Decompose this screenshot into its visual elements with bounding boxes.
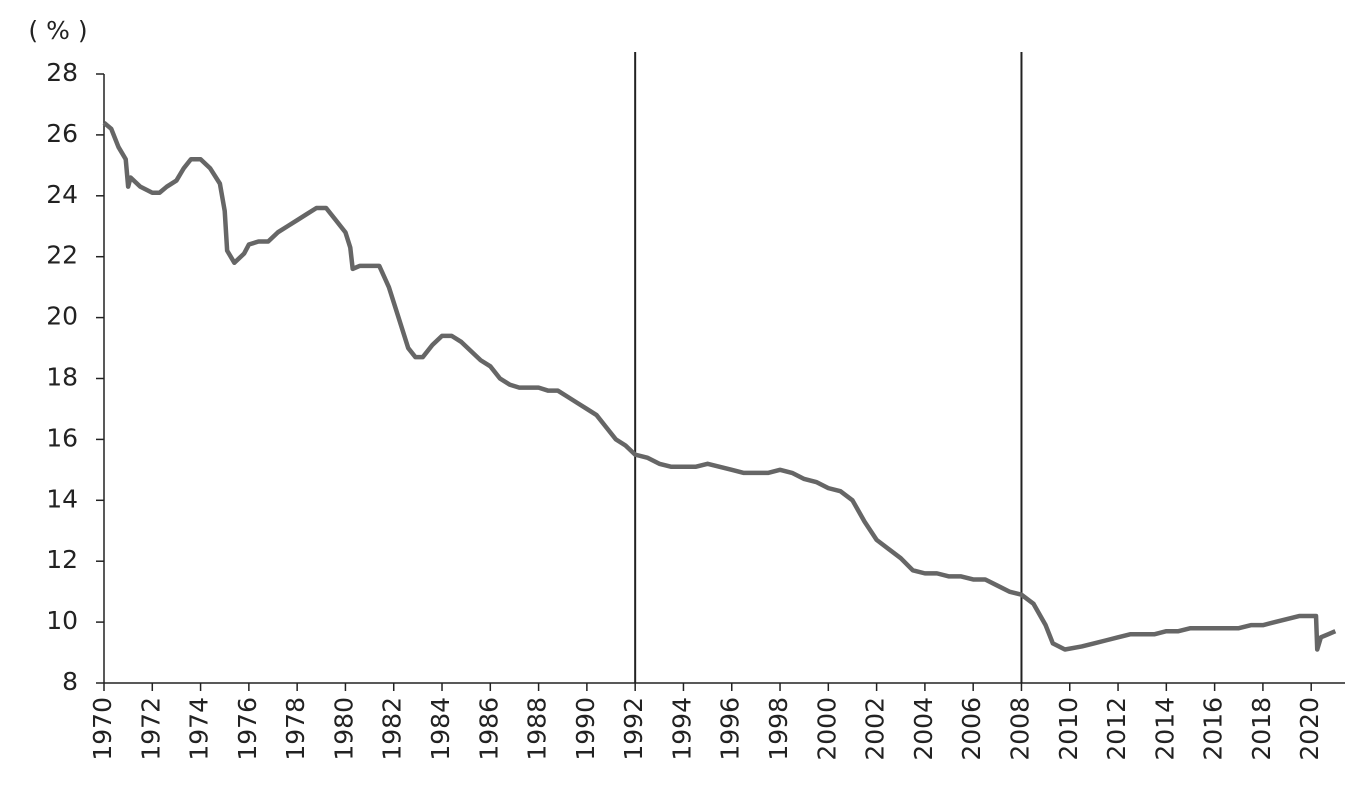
x-tick-label: 1970 — [88, 697, 117, 761]
y-tick-label: 16 — [46, 423, 78, 452]
data-line — [102, 120, 1337, 652]
x-tick-label: 1978 — [281, 697, 310, 761]
y-tick-label: 18 — [46, 363, 78, 392]
y-tick-label: 14 — [46, 484, 78, 513]
x-tick-label: 2004 — [909, 697, 938, 761]
x-tick-label: 2006 — [957, 697, 986, 761]
x-tick-label: 1990 — [571, 697, 600, 761]
y-tick-label: 28 — [46, 58, 78, 87]
x-tick-label: 1972 — [136, 697, 165, 761]
y-axis-unit: ( % ) — [28, 16, 87, 45]
y-tick-label: 10 — [46, 606, 78, 635]
y-tick-label: 24 — [46, 180, 78, 209]
x-tick-label: 2008 — [1005, 697, 1034, 761]
x-tick-label: 1988 — [523, 697, 552, 761]
x-tick-label: 2012 — [1102, 697, 1131, 761]
x-tick-label: 1984 — [426, 697, 455, 761]
x-tick-label: 2014 — [1150, 697, 1179, 761]
x-tick-label: 2016 — [1199, 697, 1228, 761]
y-tick-label: 26 — [46, 119, 78, 148]
x-tick-label: 2018 — [1247, 697, 1276, 761]
x-tick-label: 1994 — [667, 697, 696, 761]
y-tick-label: 22 — [46, 241, 78, 270]
x-tick-label: 1980 — [329, 697, 358, 761]
y-tick-label: 8 — [62, 667, 78, 696]
y-tick-label: 12 — [46, 545, 78, 574]
x-tick-label: 1982 — [378, 697, 407, 761]
x-tick-label: 2002 — [861, 697, 890, 761]
x-tick-label: 1974 — [185, 697, 214, 761]
y-tick-label: 20 — [46, 302, 78, 331]
x-tick-label: 1986 — [474, 697, 503, 761]
x-tick-label: 1998 — [764, 697, 793, 761]
x-tick-label: 1976 — [233, 697, 262, 761]
x-tick-label: 1996 — [716, 697, 745, 761]
x-tick-label: 1992 — [619, 697, 648, 761]
x-tick-label: 2020 — [1295, 697, 1324, 761]
x-tick-label: 2000 — [812, 697, 841, 761]
x-tick-label: 2010 — [1054, 697, 1083, 761]
